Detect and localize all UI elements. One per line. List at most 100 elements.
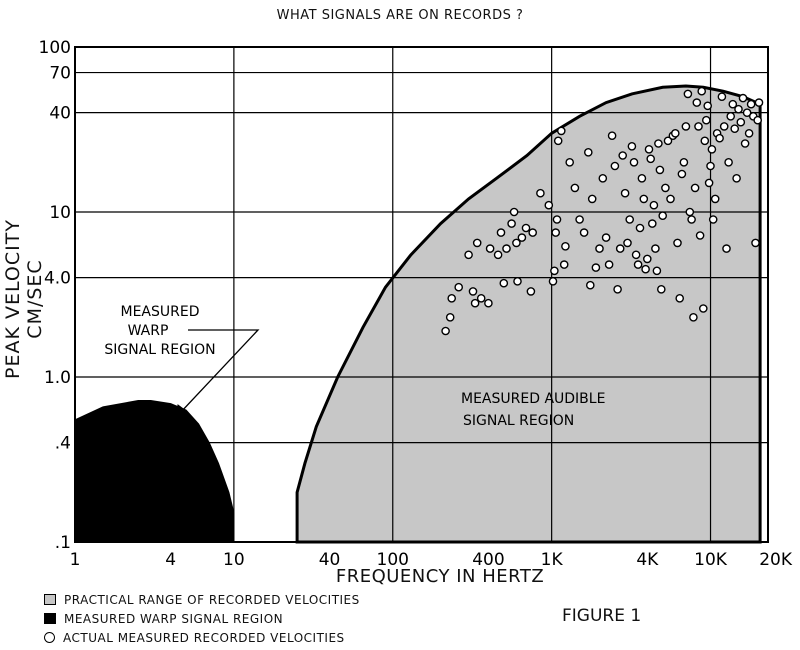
data-point [643, 254, 652, 264]
annotation-warp-region: MEASURED WARP SIGNAL REGION [104, 304, 215, 358]
x-tick-label: 10K [694, 550, 728, 570]
data-point [521, 223, 531, 233]
data-point [502, 244, 511, 253]
data-point [553, 136, 563, 146]
data-point [742, 108, 752, 117]
data-point [526, 287, 536, 296]
data-point [666, 194, 675, 204]
data-point [625, 215, 635, 224]
data-point [719, 122, 729, 131]
data-point [528, 228, 538, 237]
data-point [690, 183, 700, 193]
data-point [663, 136, 673, 146]
data-point [679, 157, 689, 167]
legend: PRACTICAL RANGE OF RECORDED VELOCITIES M… [44, 590, 360, 647]
data-point [658, 211, 668, 220]
y-tick-label: 70 [49, 64, 71, 84]
data-point [644, 144, 654, 154]
data-point [485, 244, 495, 253]
legend-item-practical-range: PRACTICAL RANGE OF RECORDED VELOCITIES [44, 590, 360, 609]
x-tick-label: 10 [223, 550, 245, 570]
annotation-line: MEASURED [121, 304, 200, 320]
data-point [454, 282, 464, 292]
data-point [710, 194, 720, 204]
data-point [732, 173, 741, 183]
warp-signal-region [74, 400, 235, 543]
data-point [657, 284, 666, 294]
data-point [601, 233, 611, 242]
data-point [552, 215, 562, 224]
data-point [641, 264, 650, 274]
data-point [728, 99, 738, 109]
data-point [738, 93, 748, 103]
data-point [509, 207, 519, 217]
data-point [484, 298, 493, 308]
data-point [629, 157, 639, 167]
data-point [507, 219, 516, 228]
annotation-line: WARP [128, 323, 169, 339]
data-point [734, 104, 743, 114]
data-point [695, 231, 705, 240]
data-point [470, 298, 480, 308]
legend-item-measured-velocities: ACTUAL MEASURED RECORDED VELOCITIES [44, 628, 360, 647]
y-tick-label: 100 [39, 38, 71, 58]
data-point [704, 178, 714, 188]
data-point [635, 223, 645, 233]
data-point [623, 238, 632, 248]
annotation-line: SIGNAL REGION [104, 342, 215, 358]
data-point [652, 266, 662, 276]
data-point [610, 161, 620, 171]
data-point [551, 228, 561, 237]
legend-item-warp-region: MEASURED WARP SIGNAL REGION [44, 609, 360, 628]
data-point [646, 154, 656, 164]
data-point [627, 141, 637, 151]
data-point [746, 99, 756, 109]
y-tick-label: 1.0 [44, 368, 71, 388]
y-tick-label: 4.0 [44, 269, 71, 289]
data-point [740, 139, 750, 148]
annotation-line: SIGNAL REGION [463, 413, 574, 429]
y-tick-label: 40 [49, 104, 71, 124]
annotation-audible-region: MEASURED AUDIBLE SIGNAL REGION [461, 391, 605, 429]
data-point [550, 266, 559, 276]
data-point [476, 293, 486, 303]
data-point [613, 284, 622, 294]
data-point [633, 260, 643, 269]
data-point [655, 165, 665, 175]
data-point [441, 326, 450, 336]
data-point [468, 287, 478, 296]
data-point [736, 117, 746, 127]
data-point [702, 115, 711, 125]
data-point [559, 260, 569, 269]
data-point [681, 122, 691, 131]
data-point [707, 144, 717, 154]
data-point [544, 200, 554, 210]
data-point [591, 263, 601, 272]
x-tick-label: 4K [636, 550, 659, 570]
data-point [654, 139, 663, 148]
data-point [598, 173, 608, 183]
data-point [604, 260, 614, 269]
y-tick-label: 10 [49, 203, 71, 223]
data-point [754, 98, 764, 107]
data-point [637, 173, 647, 183]
data-point [579, 228, 589, 237]
data-point [683, 89, 693, 99]
data-point [687, 215, 696, 224]
data-point [447, 293, 457, 303]
data-point [499, 278, 509, 288]
data-point [651, 244, 660, 253]
x-tick-label: 4 [165, 550, 176, 570]
data-point [744, 128, 754, 138]
data-point [445, 312, 455, 322]
data-point [575, 215, 584, 224]
data-point [496, 228, 506, 237]
y-tick-label: .4 [55, 434, 71, 454]
data-point [677, 169, 687, 179]
legend-label: ACTUAL MEASURED RECORDED VELOCITIES [63, 630, 345, 645]
data-point [595, 244, 604, 253]
data-point [689, 312, 698, 322]
arrow-head-icon [175, 404, 187, 420]
